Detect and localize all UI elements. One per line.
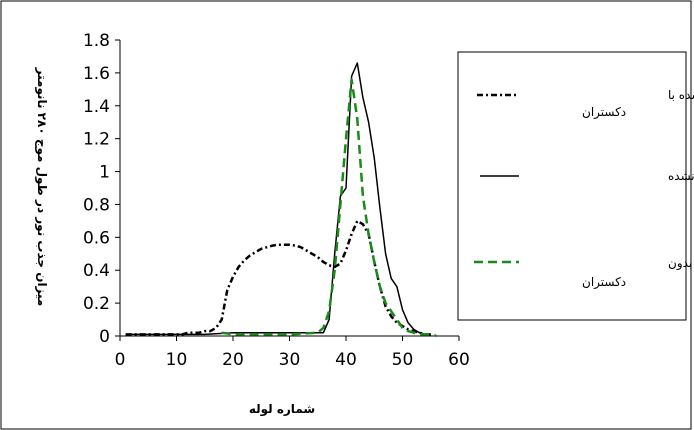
x-tick-label: 40 xyxy=(335,350,357,370)
x-tick-label: 20 xyxy=(222,350,244,370)
y-tick-label: 1.2 xyxy=(83,130,110,150)
legend-label-heated-2: دکستران xyxy=(582,275,626,290)
y-tick-label: 0 xyxy=(99,327,110,347)
series-layer xyxy=(125,62,437,338)
legend-label-modified-2: دکستران xyxy=(582,105,626,120)
y-tick-label: 0.2 xyxy=(83,294,110,314)
x-tick-label: 0 xyxy=(115,350,126,370)
y-tick-label: 0.6 xyxy=(83,228,110,248)
legend: لیزوزیم اصلاح شده با دکستران لیزوزیم اصل… xyxy=(457,51,694,321)
series-line-2 xyxy=(125,62,431,336)
x-ticks: 0 10 20 30 40 50 60 xyxy=(115,336,470,370)
legend-box xyxy=(457,51,687,321)
y-tick-label: 0.4 xyxy=(83,261,110,281)
x-tick-label: 60 xyxy=(448,350,470,370)
legend-label-modified-1: لیزوزیم اصلاح شده با xyxy=(668,88,694,103)
x-tick-label: 10 xyxy=(166,350,188,370)
legend-label-unmodified: لیزوزیم اصلاح نشده xyxy=(668,169,694,184)
x-tick-label: 30 xyxy=(279,350,301,370)
y-tick-label: 1.4 xyxy=(83,97,110,117)
y-ticks: 0 0.2 0.4 0.6 0.8 1 1.2 1.4 1.6 1.8 xyxy=(83,31,120,347)
y-axis-label: میزان جذب نور در طول موج ۲۸۰ نانومتر xyxy=(34,67,49,307)
y-tick-label: 1 xyxy=(99,163,110,183)
y-tick-label: 1.8 xyxy=(83,31,110,51)
x-tick-label: 50 xyxy=(392,350,414,370)
x-axis-label: شماره لوله xyxy=(249,402,315,417)
y-tick-label: 0.8 xyxy=(83,195,110,215)
series-line-3 xyxy=(221,78,437,338)
y-tick-label: 1.6 xyxy=(83,64,110,84)
legend-label-heated-1: لیزوزیم حرارت دیده بدون xyxy=(668,256,694,271)
